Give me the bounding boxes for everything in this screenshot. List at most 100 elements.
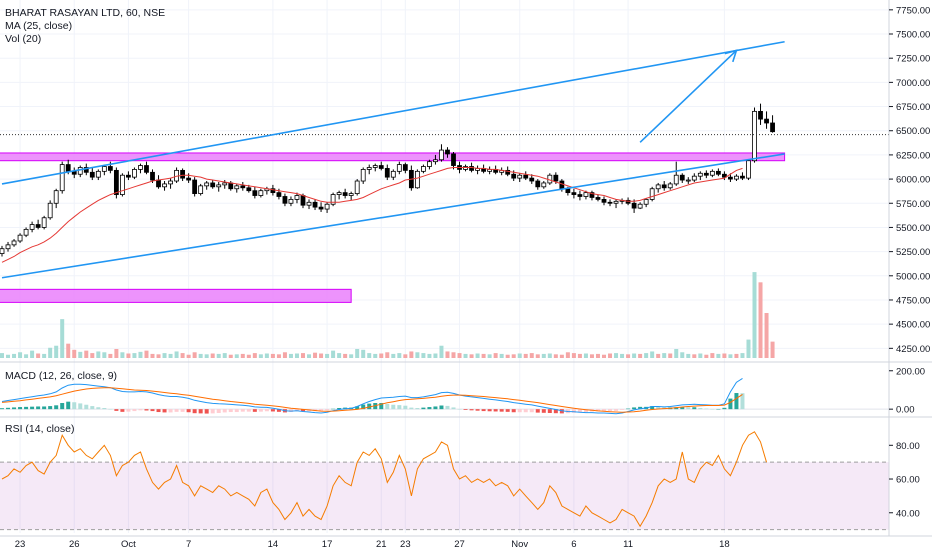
macd-histogram-bar bbox=[246, 409, 251, 412]
candle-body bbox=[228, 182, 234, 190]
macd-histogram-bar bbox=[728, 398, 733, 410]
candle-body bbox=[318, 206, 324, 210]
volume-bar bbox=[204, 354, 209, 358]
price-tick-label: 6500.00 bbox=[896, 126, 930, 137]
macd-histogram-bar bbox=[547, 409, 552, 413]
candle-body bbox=[5, 244, 11, 250]
ma-legend[interactable]: MA (25, close) bbox=[5, 20, 72, 32]
candle-body bbox=[722, 173, 727, 178]
macd-histogram-bar bbox=[72, 402, 77, 410]
volume-bar bbox=[481, 353, 486, 358]
volume-bar bbox=[511, 354, 516, 358]
volume-bar bbox=[60, 319, 65, 358]
macd-histogram-bar bbox=[505, 409, 510, 412]
volume-bar bbox=[114, 349, 119, 358]
macd-histogram-bar bbox=[740, 393, 745, 410]
vol-legend[interactable]: Vol (20) bbox=[5, 33, 41, 45]
candle-body bbox=[83, 167, 89, 173]
candle-body bbox=[198, 185, 204, 194]
volume-bar bbox=[722, 353, 727, 358]
upper-channel bbox=[1, 40, 785, 185]
candle-body bbox=[667, 183, 673, 189]
volume-bar bbox=[505, 354, 510, 358]
candle-body bbox=[390, 170, 396, 178]
macd-histogram-bar bbox=[433, 406, 438, 410]
volume-bar bbox=[66, 343, 71, 358]
candle-body bbox=[120, 174, 125, 195]
volume-bar bbox=[282, 352, 287, 358]
volume-bar bbox=[493, 353, 498, 358]
macd-histogram-bar bbox=[240, 409, 245, 412]
volume-bar bbox=[662, 353, 667, 358]
macd-histogram-bar bbox=[150, 409, 155, 412]
candle-body bbox=[240, 185, 246, 189]
macd-histogram-bar bbox=[174, 409, 179, 412]
candle-body bbox=[469, 166, 474, 171]
volume-bar bbox=[162, 353, 167, 358]
projection-arrowhead bbox=[724, 49, 738, 63]
macd-histogram-bar bbox=[680, 407, 685, 410]
macd-histogram-bar bbox=[180, 409, 185, 412]
macd-histogram-bar bbox=[493, 409, 498, 412]
macd-histogram-bar bbox=[270, 409, 275, 412]
volume-bar bbox=[0, 353, 4, 358]
price-tick-label: 5000.00 bbox=[896, 271, 930, 282]
volume-bar bbox=[343, 353, 348, 358]
volume-bar bbox=[475, 353, 480, 358]
macd-histogram-bar bbox=[126, 409, 131, 412]
macd-histogram-bar bbox=[577, 409, 582, 413]
trendlines[interactable] bbox=[1, 40, 785, 279]
macd-histogram-bar bbox=[391, 404, 396, 410]
macd-histogram-bar bbox=[30, 406, 35, 410]
macd-histogram-bar bbox=[541, 409, 546, 413]
macd-histogram-bar bbox=[355, 406, 360, 410]
candle-body bbox=[222, 182, 228, 186]
volume-bar bbox=[770, 341, 775, 358]
macd-histogram-bar bbox=[571, 409, 576, 413]
time-tick-label: 14 bbox=[268, 539, 279, 550]
ma-line bbox=[1, 167, 743, 263]
candle-body bbox=[559, 180, 565, 190]
volume-bar bbox=[288, 353, 293, 358]
volume-bar bbox=[234, 354, 239, 358]
macd-histogram-bar bbox=[602, 409, 606, 411]
macd-histogram-bar bbox=[379, 403, 384, 410]
macd-histogram-bar bbox=[325, 409, 330, 411]
volume-bar bbox=[6, 354, 11, 358]
volume-bar bbox=[391, 353, 396, 358]
volume-bar bbox=[463, 353, 468, 358]
candle-body bbox=[216, 184, 222, 188]
macd-histogram-bar bbox=[0, 408, 4, 410]
time-axis[interactable]: 23 26 Oct 7 14 17 21 23 27 Nov 6 11 18 bbox=[15, 539, 730, 550]
moving-average bbox=[1, 167, 743, 263]
candle-body bbox=[300, 195, 306, 206]
candle-body bbox=[433, 159, 438, 163]
macd-tick-label: 200.00 bbox=[896, 366, 925, 377]
candle-body bbox=[571, 192, 577, 195]
rsi-tick-label: 60.00 bbox=[896, 475, 920, 486]
volume-bar bbox=[120, 352, 125, 358]
macd-histogram-bar bbox=[385, 403, 390, 410]
rsi-legend[interactable]: RSI (14, close) bbox=[5, 423, 74, 435]
macd-histogram-bar bbox=[276, 409, 281, 412]
macd-histogram-bar bbox=[475, 409, 480, 411]
volume-bar bbox=[331, 350, 336, 358]
volume-bar bbox=[698, 353, 703, 358]
time-tick-label: 21 bbox=[376, 539, 387, 550]
macd-legend[interactable]: MACD (12, 26, close, 9) bbox=[5, 370, 117, 382]
price-axis[interactable]: 7750.00 7500.00 7250.00 7000.00 6750.00 6500.… bbox=[889, 5, 930, 519]
candle-body bbox=[288, 198, 294, 204]
macd-histogram-bar bbox=[216, 409, 221, 413]
macd-histogram-bar bbox=[192, 409, 197, 414]
time-tick-label: 23 bbox=[400, 539, 411, 550]
volume-bar bbox=[84, 350, 89, 358]
macd-histogram-bar bbox=[144, 409, 149, 411]
macd-histogram-bar bbox=[463, 409, 468, 410]
candle-body bbox=[384, 168, 390, 178]
volume-bar bbox=[704, 354, 709, 358]
symbol-legend[interactable]: BHARAT RASAYAN LTD, 60, NSE bbox=[5, 7, 165, 19]
candle-body bbox=[679, 174, 685, 181]
volume-bar bbox=[445, 351, 450, 358]
macd-histogram-bar bbox=[451, 407, 456, 410]
